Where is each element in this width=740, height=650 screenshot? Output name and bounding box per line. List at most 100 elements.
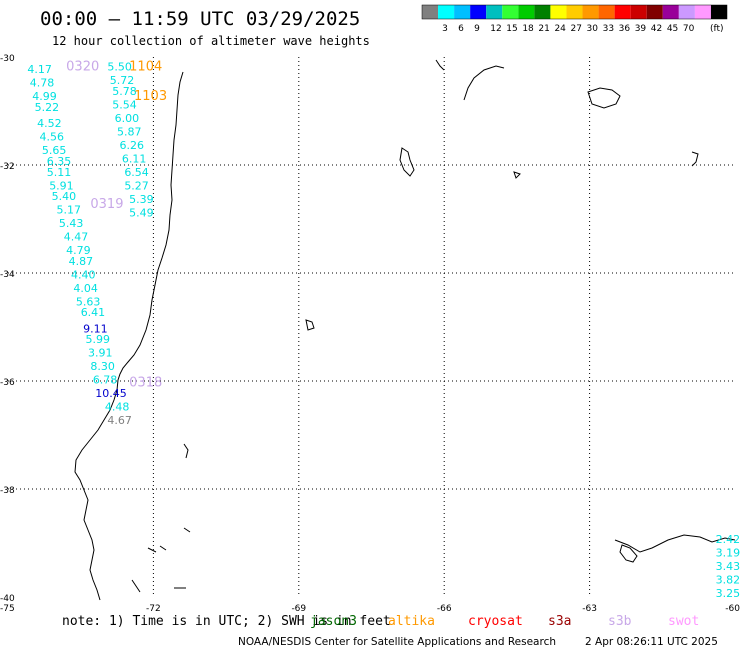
color-scale-swatch xyxy=(454,5,471,19)
wave-height-label: 4.79 xyxy=(66,244,91,257)
color-scale-swatch xyxy=(438,5,455,19)
color-scale-swatch xyxy=(694,5,711,19)
lat-tick-label: -32 xyxy=(0,162,15,172)
wave-height-label: 3.43 xyxy=(716,560,740,573)
pass-time-label: 1104 xyxy=(129,60,162,75)
color-scale-swatch xyxy=(550,5,567,19)
wave-height-label: 4.67 xyxy=(107,414,131,427)
argentina-coastline xyxy=(614,534,736,553)
wave-height-label: 4.52 xyxy=(37,117,62,130)
inland-mark-6 xyxy=(131,579,186,593)
legend-entry-altika: altika xyxy=(388,614,435,629)
color-scale-unit: (ft) xyxy=(710,24,724,34)
inland-mark-5 xyxy=(147,527,191,553)
lon-tick-label: -69 xyxy=(291,604,306,614)
lat-lon-grid: -30 -32 -34 -36 -38 -40-75 -72 -69 -66 -63 -60 xyxy=(0,54,740,614)
color-scale-tick: 9 xyxy=(474,24,480,34)
color-scale-swatch xyxy=(630,5,647,19)
legend-entry-swot: swot xyxy=(668,614,699,629)
color-scale-swatch xyxy=(502,5,519,19)
inland-mark-2 xyxy=(513,171,521,179)
color-scale-tick: 12 xyxy=(490,24,501,34)
inland-lake-2 xyxy=(399,147,415,177)
pass-time-label: 0318 xyxy=(129,375,162,390)
wave-height-label: 4.40 xyxy=(71,268,96,281)
color-scale-tick: 21 xyxy=(538,24,549,34)
wave-height-label: 10.45 xyxy=(95,387,127,400)
wave-height-label: 5.87 xyxy=(117,125,142,138)
legend-entry-cryosat: cryosat xyxy=(468,614,523,629)
color-scale-tick: 45 xyxy=(667,24,678,34)
wave-height-label: 5.91 xyxy=(49,179,74,192)
color-scale-tick: 70 xyxy=(683,24,695,34)
peninsula-valdes xyxy=(619,544,638,563)
inland-mark-7 xyxy=(691,151,699,167)
wave-height-label: 5.27 xyxy=(124,179,149,192)
wave-height-label: 4.56 xyxy=(40,131,65,144)
color-scale-tick: 27 xyxy=(571,24,582,34)
wave-height-label: 3.82 xyxy=(716,574,740,587)
color-scale-tick: 36 xyxy=(619,24,631,34)
wave-height-label: 6.11 xyxy=(122,152,147,165)
wave-height-label: 5.40 xyxy=(52,190,76,203)
pass-time-label: 0320 xyxy=(66,60,99,75)
color-scale-swatch xyxy=(566,5,583,19)
wave-height-label: 6.35 xyxy=(47,155,71,168)
color-scale-tick: 39 xyxy=(635,24,647,34)
wave-height-labels: 4.174.784.995.22 4.524.565.656.355.115.91… xyxy=(27,61,740,601)
color-scale-swatch xyxy=(710,5,727,19)
color-scale-swatch xyxy=(662,5,679,19)
wave-height-label: 4.47 xyxy=(64,231,88,244)
footer: note: 1) Time is in UTC; 2) SWH is in fe… xyxy=(62,614,718,648)
legend-entry-s3a: s3a xyxy=(548,614,571,629)
wave-height-label: 5.54 xyxy=(112,98,137,111)
color-scale-border xyxy=(421,4,728,20)
inland-mark-1 xyxy=(435,59,445,71)
wave-height-label: 8.30 xyxy=(90,360,115,373)
color-scale-swatch xyxy=(598,5,615,19)
wave-height-label: 6.00 xyxy=(115,112,140,125)
wave-height-label: 5.43 xyxy=(59,217,84,230)
color-scale-swatch xyxy=(518,5,535,19)
wave-height-label: 5.72 xyxy=(110,74,135,87)
wave-height-label: 6.41 xyxy=(81,306,106,319)
wave-height-label: 5.99 xyxy=(86,333,111,346)
footer-credit: NOAA/NESDIS Center for Satellite Applica… xyxy=(238,636,556,648)
map-title: 00:00 – 11:59 UTC 03/29/2025 xyxy=(40,8,360,30)
pass-time-label: 1103 xyxy=(134,89,167,104)
wave-height-label: 4.87 xyxy=(69,255,94,268)
color-scale-tick: 42 xyxy=(651,24,662,34)
footer-note: note: 1) Time is in UTC; 2) SWH is in fe… xyxy=(62,614,391,629)
wave-height-label: 9.11 xyxy=(83,322,108,335)
color-scale-swatch xyxy=(678,5,695,19)
color-scale-tick: 30 xyxy=(587,24,599,34)
pass-time-label: 0319 xyxy=(90,197,123,212)
wave-height-label: 5.63 xyxy=(76,295,101,308)
lat-tick-label: -40 xyxy=(0,594,15,604)
wave-height-label: 6.78 xyxy=(93,374,118,387)
color-scale-swatch xyxy=(486,5,503,19)
color-scale-tick: 3 xyxy=(442,24,448,34)
legend-entry-jason3: jason3 xyxy=(310,614,357,629)
wave-height-label: 6.26 xyxy=(119,139,143,152)
lon-tick-label: -66 xyxy=(437,604,452,614)
color-scale-tick: 33 xyxy=(603,24,614,34)
wave-height-label: 5.78 xyxy=(112,85,137,98)
wave-height-label: 3.25 xyxy=(716,587,740,600)
color-scale-tick: 24 xyxy=(554,24,566,34)
footer-timestamp: 2 Apr 08:26:11 UTC 2025 xyxy=(585,636,718,648)
color-scale-swatch xyxy=(422,5,439,19)
coastline xyxy=(74,59,736,601)
lat-tick-label: -36 xyxy=(0,378,15,388)
satellite-legend: jason3 altika cryosat s3a s3b swot xyxy=(310,614,699,629)
wave-height-label: 4.48 xyxy=(105,401,130,414)
chile-coastline xyxy=(74,71,184,601)
wave-height-label: 5.49 xyxy=(129,206,154,219)
legend-entry-s3b: s3b xyxy=(608,614,632,629)
lat-tick-label: -34 xyxy=(0,270,15,280)
color-scale-swatch xyxy=(582,5,599,19)
wave-height-label: 5.22 xyxy=(35,101,60,114)
wave-height-label: 3.91 xyxy=(88,347,113,360)
